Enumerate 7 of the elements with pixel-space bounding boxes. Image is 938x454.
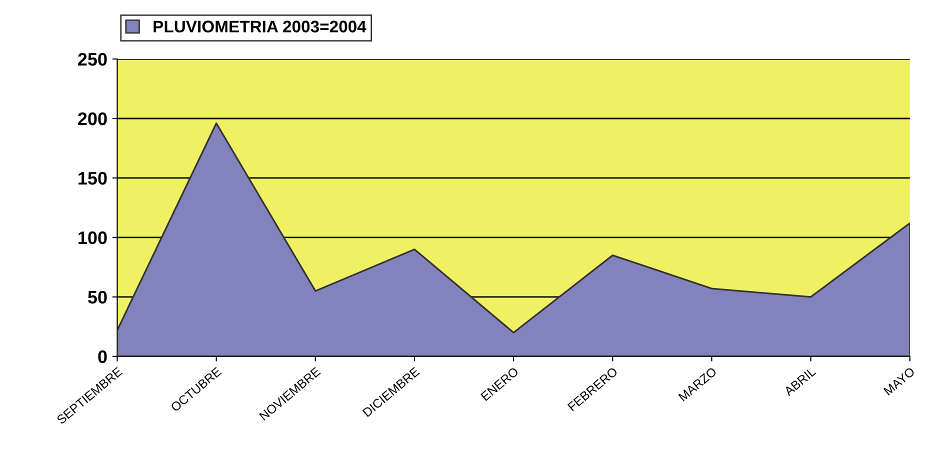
y-tick-label: 100 <box>78 231 107 244</box>
y-tick-label: 250 <box>78 52 107 66</box>
y-tick-label: 200 <box>78 112 107 126</box>
y-tick-label: 150 <box>78 172 107 185</box>
legend-label: PLUVIOMETRIA 2003=2004 <box>154 20 366 32</box>
y-tick-label: 50 <box>88 290 107 304</box>
y-tick-label: 0 <box>98 350 107 364</box>
